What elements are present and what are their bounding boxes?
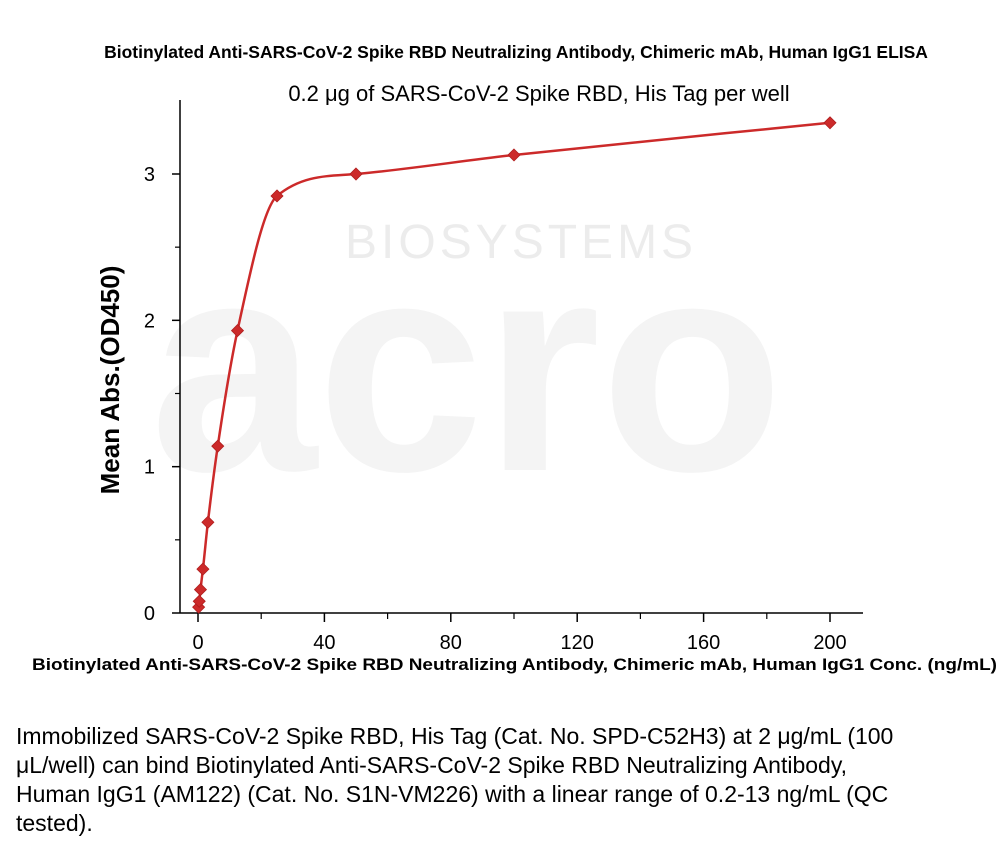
x-tick-label: 200 <box>813 632 846 654</box>
plot-area <box>192 116 837 614</box>
data-point <box>211 439 225 453</box>
data-point <box>230 324 245 338</box>
data-point <box>823 116 837 130</box>
data-point <box>507 148 521 162</box>
x-tick-label: 40 <box>313 632 335 654</box>
y-tick-label: 3 <box>144 164 155 186</box>
figure-caption: Immobilized SARS-CoV-2 Spike RBD, His Ta… <box>16 723 894 836</box>
data-point <box>193 583 208 597</box>
x-tick-label: 0 <box>192 632 203 654</box>
y-tick-label: 1 <box>144 457 155 479</box>
data-point <box>349 167 363 181</box>
y-tick-label: 0 <box>144 603 155 625</box>
chart-subtitle: 0.2 μg of SARS-CoV-2 Spike RBD, His Tag … <box>288 81 789 106</box>
chart-title: Biotinylated Anti-SARS-CoV-2 Spike RBD N… <box>104 42 928 62</box>
data-point <box>201 515 215 529</box>
y-tick-label: 2 <box>144 310 155 332</box>
x-tick-label: 80 <box>440 632 462 654</box>
data-point <box>270 189 284 203</box>
data-point <box>192 594 206 608</box>
data-point <box>196 562 210 576</box>
watermark: acro BIOSYSTEMS <box>150 198 784 534</box>
x-tick-label: 160 <box>687 632 720 654</box>
x-axis-label: Biotinylated Anti-SARS-CoV-2 Spike RBD N… <box>32 655 997 674</box>
x-ticks: 0 40 80 120 160 200 <box>192 613 847 654</box>
x-tick-label: 120 <box>561 632 594 654</box>
y-axis-label: Mean Abs.(OD450) <box>95 266 125 495</box>
watermark-text: BIOSYSTEMS <box>345 216 697 269</box>
y-ticks: 0 1 2 3 <box>144 164 180 625</box>
